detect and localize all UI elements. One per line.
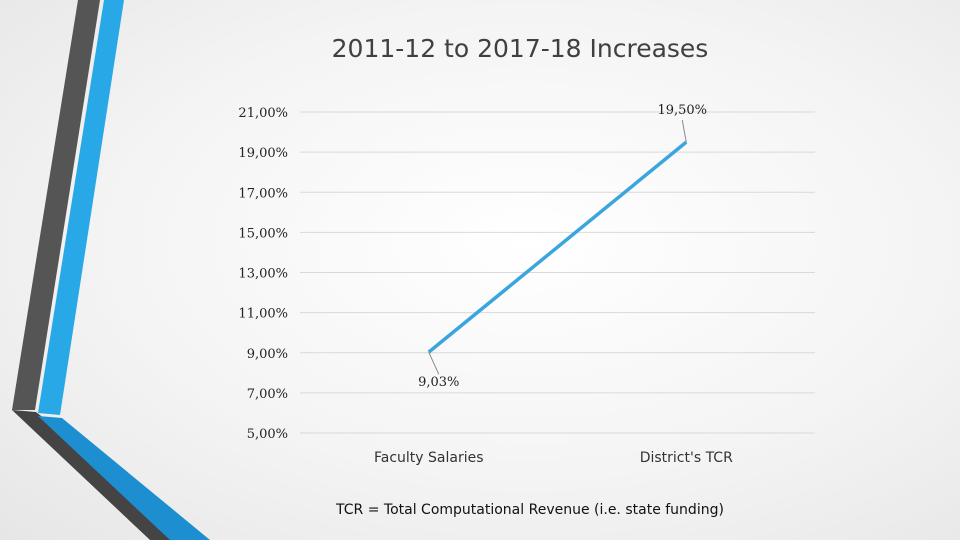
x-tick-label: District's TCR (640, 450, 733, 466)
y-tick-label: 7,00% (247, 387, 288, 402)
x-tick-label: Faculty Salaries (374, 450, 484, 466)
y-tick-label: 11,00% (238, 307, 288, 322)
series-line (427, 140, 688, 354)
y-tick-label: 9,00% (247, 347, 288, 362)
data-label: 9,03% (418, 375, 459, 390)
chart-title: 2011-12 to 2017-18 Increases (331, 34, 709, 63)
y-tick-label: 21,00% (238, 106, 288, 121)
decor-blue-wedge (38, 416, 210, 540)
data-label: 19,50% (657, 103, 707, 118)
y-tick-label: 17,00% (238, 186, 288, 201)
decor-dark-bar (12, 0, 100, 410)
y-tick-label: 15,00% (238, 226, 288, 241)
y-tick-label: 13,00% (238, 267, 288, 282)
y-tick-label: 19,00% (238, 146, 288, 161)
footnote: TCR = Total Computational Revenue (i.e. … (336, 502, 724, 518)
decor-blue-bar (38, 0, 124, 415)
data-label-leader (681, 120, 687, 143)
data-label-leader (428, 351, 440, 375)
y-tick-label: 5,00% (247, 427, 288, 442)
